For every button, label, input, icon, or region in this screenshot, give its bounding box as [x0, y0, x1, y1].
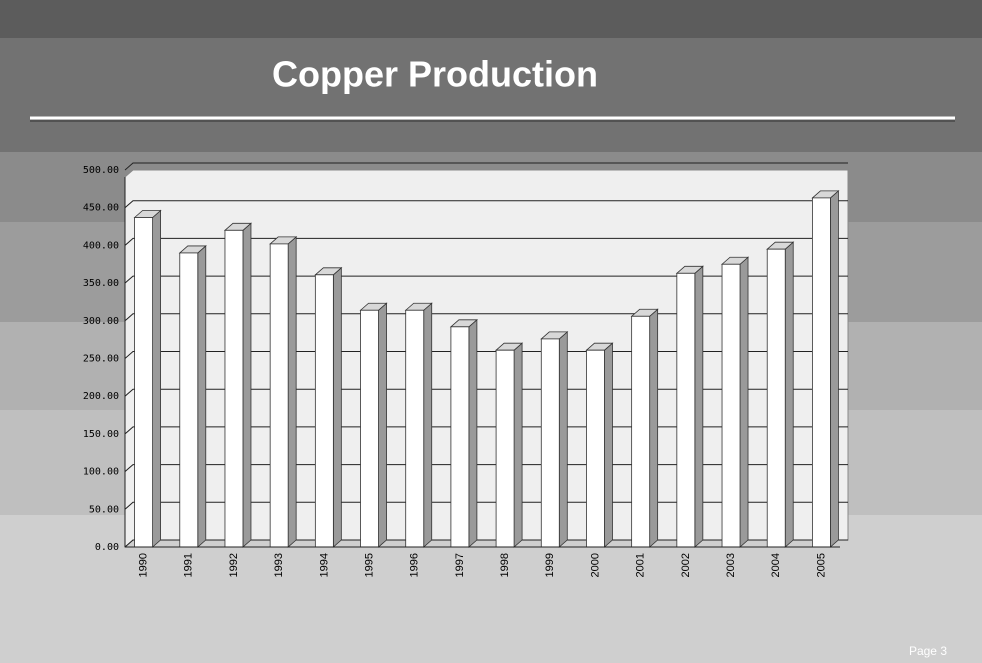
bar [676, 272, 696, 548]
y-tick-label: 300.00 [83, 316, 119, 327]
y-tick-label: 450.00 [83, 203, 119, 214]
x-tick-label: 2002 [680, 553, 692, 577]
bar [586, 349, 605, 548]
chart-title: Copper Production [272, 54, 598, 95]
bar-side [649, 308, 659, 548]
page-number: Page 3 [909, 644, 947, 658]
bar [405, 309, 425, 548]
x-tick-label: 2005 [815, 553, 827, 577]
bar [450, 326, 470, 548]
grid-line [124, 237, 848, 246]
y-tick-label: 200.00 [83, 391, 119, 402]
bar [224, 229, 244, 548]
bar-side [378, 302, 387, 548]
bar [721, 263, 741, 548]
x-tick-label: 1995 [363, 553, 375, 577]
x-tick-label: 1999 [544, 553, 556, 577]
bar-side [152, 209, 161, 548]
bar-side [558, 331, 568, 548]
x-tick-label: 2003 [725, 553, 737, 577]
y-tick-label: 50.00 [89, 504, 119, 515]
bar-side [604, 342, 613, 548]
bar-side [468, 318, 478, 548]
bar-side [830, 190, 839, 548]
bar [495, 349, 515, 548]
bar [269, 243, 289, 548]
bar [360, 309, 379, 548]
x-tick-label: 2000 [589, 553, 601, 577]
y-tick-label: 500.00 [83, 165, 119, 176]
bar-side [287, 236, 297, 548]
x-tick-label: 2001 [635, 553, 647, 577]
bar [812, 197, 831, 548]
x-tick-label: 1993 [273, 553, 285, 577]
x-tick-label: 1990 [138, 553, 150, 577]
grid-line [124, 313, 848, 322]
band [0, 0, 982, 38]
grid-line [124, 275, 848, 284]
bar-side [513, 342, 523, 548]
bar-side [332, 266, 342, 548]
x-tick-label: 1991 [183, 553, 195, 577]
bar [134, 217, 153, 548]
bar-side [694, 265, 704, 548]
band [0, 38, 982, 152]
x-tick-label: 2004 [770, 553, 782, 577]
x-tick-label: 1992 [228, 553, 240, 577]
grid-line [124, 200, 848, 209]
y-tick-label: 150.00 [83, 429, 119, 440]
x-tick-label: 1998 [499, 553, 511, 577]
grid-line [124, 162, 848, 171]
bar-side [423, 302, 433, 548]
bar-side [242, 222, 252, 548]
x-tick-label: 1994 [318, 553, 330, 577]
x-tick-label: 1997 [454, 553, 466, 577]
bar-side [197, 245, 207, 548]
bar-side [739, 256, 749, 548]
bar [540, 338, 560, 548]
y-tick-label: 100.00 [83, 467, 119, 478]
y-tick-label: 350.00 [83, 278, 119, 289]
bar [766, 248, 786, 548]
y-tick-label: 400.00 [83, 240, 119, 251]
bar [631, 315, 651, 548]
bar-side [784, 241, 794, 548]
y-tick-label: 250.00 [83, 354, 119, 365]
bar [314, 274, 334, 548]
y-tick-label: 0.00 [95, 542, 119, 553]
bar [179, 252, 199, 548]
x-tick-label: 1996 [409, 553, 421, 577]
